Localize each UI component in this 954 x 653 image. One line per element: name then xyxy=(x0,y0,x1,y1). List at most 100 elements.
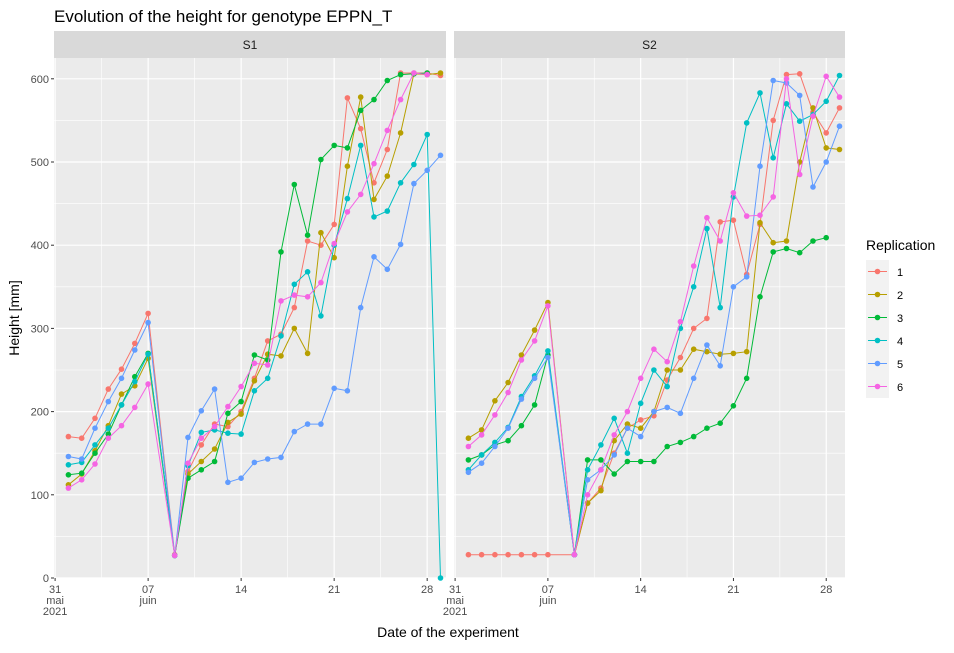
data-point xyxy=(598,467,604,473)
x-tick-label: 07 xyxy=(542,584,554,596)
data-point xyxy=(344,388,351,394)
data-point xyxy=(92,442,98,448)
data-point xyxy=(770,249,776,255)
data-point xyxy=(465,435,472,442)
data-point xyxy=(238,383,244,390)
data-point xyxy=(624,450,631,457)
data-point xyxy=(478,427,485,433)
data-point xyxy=(264,362,271,368)
data-point xyxy=(424,131,431,138)
data-point xyxy=(291,281,298,288)
data-point xyxy=(637,458,644,465)
data-point xyxy=(238,398,244,405)
data-point xyxy=(465,443,472,450)
data-point xyxy=(545,348,551,354)
data-point xyxy=(664,358,670,365)
legend-key-point xyxy=(874,360,881,367)
data-point xyxy=(291,428,298,435)
data-point xyxy=(836,123,843,129)
data-point xyxy=(598,457,604,463)
data-point xyxy=(357,94,364,100)
data-point xyxy=(437,70,444,76)
data-point xyxy=(264,456,271,462)
data-point xyxy=(531,551,538,558)
data-point xyxy=(836,72,843,79)
data-point xyxy=(344,209,351,215)
x-tick-label: 28 xyxy=(421,584,433,596)
data-point xyxy=(704,348,710,355)
data-point xyxy=(810,238,816,244)
data-point xyxy=(730,350,737,357)
series-line-4 xyxy=(468,75,840,555)
data-point xyxy=(278,454,284,461)
x-tick-label: 21 xyxy=(328,584,340,596)
data-point xyxy=(304,232,311,238)
data-point xyxy=(757,212,763,218)
data-point xyxy=(78,435,85,442)
data-point xyxy=(384,127,391,134)
data-point xyxy=(465,457,472,463)
data-point xyxy=(770,155,776,161)
data-point xyxy=(78,470,85,477)
data-point xyxy=(291,325,298,332)
x-tick-label: 2021 xyxy=(443,606,467,618)
panel-background xyxy=(454,58,845,578)
data-point xyxy=(651,367,657,373)
data-point xyxy=(823,98,829,105)
data-point xyxy=(371,96,377,103)
data-point xyxy=(505,389,511,396)
data-point xyxy=(783,238,790,244)
data-point xyxy=(690,325,697,332)
data-point xyxy=(331,254,338,261)
data-point xyxy=(278,333,284,339)
data-point xyxy=(823,73,829,80)
y-tick-label: 600 xyxy=(31,74,49,86)
data-point xyxy=(757,90,763,96)
data-point xyxy=(331,240,338,247)
data-point xyxy=(424,167,431,174)
data-point xyxy=(105,435,112,442)
data-point xyxy=(757,219,763,226)
data-point xyxy=(518,422,525,429)
data-point xyxy=(437,575,444,581)
data-point xyxy=(397,180,404,186)
data-point xyxy=(823,130,829,136)
data-point xyxy=(371,253,377,260)
data-point xyxy=(783,76,790,82)
data-point xyxy=(291,304,298,311)
legend-label: 5 xyxy=(897,359,903,371)
data-point xyxy=(743,375,750,382)
data-point xyxy=(371,180,377,186)
data-point xyxy=(624,458,631,465)
data-point xyxy=(344,145,351,151)
panel-background xyxy=(54,58,446,578)
data-point xyxy=(238,431,244,437)
data-point xyxy=(344,95,351,101)
data-point xyxy=(664,404,670,411)
y-tick-label: 100 xyxy=(31,490,49,502)
legend-label: 2 xyxy=(897,290,903,302)
data-point xyxy=(690,346,697,353)
data-point xyxy=(598,442,604,448)
data-point xyxy=(743,274,750,280)
data-point xyxy=(624,425,631,432)
legend-key-point xyxy=(874,268,881,275)
data-point xyxy=(211,423,218,430)
data-point xyxy=(411,180,417,187)
data-point xyxy=(783,245,790,252)
data-point xyxy=(371,160,377,167)
data-point xyxy=(704,425,710,432)
data-point xyxy=(704,315,710,322)
data-point xyxy=(518,352,525,358)
data-point xyxy=(105,398,112,405)
data-point xyxy=(384,173,391,179)
data-point xyxy=(836,105,843,111)
data-point xyxy=(730,190,737,196)
data-point xyxy=(92,425,98,432)
data-point xyxy=(704,225,710,232)
chart-title: Evolution of the height for genotype EPP… xyxy=(54,7,392,26)
data-point xyxy=(518,357,525,363)
data-point xyxy=(717,420,723,427)
data-point xyxy=(198,458,205,465)
